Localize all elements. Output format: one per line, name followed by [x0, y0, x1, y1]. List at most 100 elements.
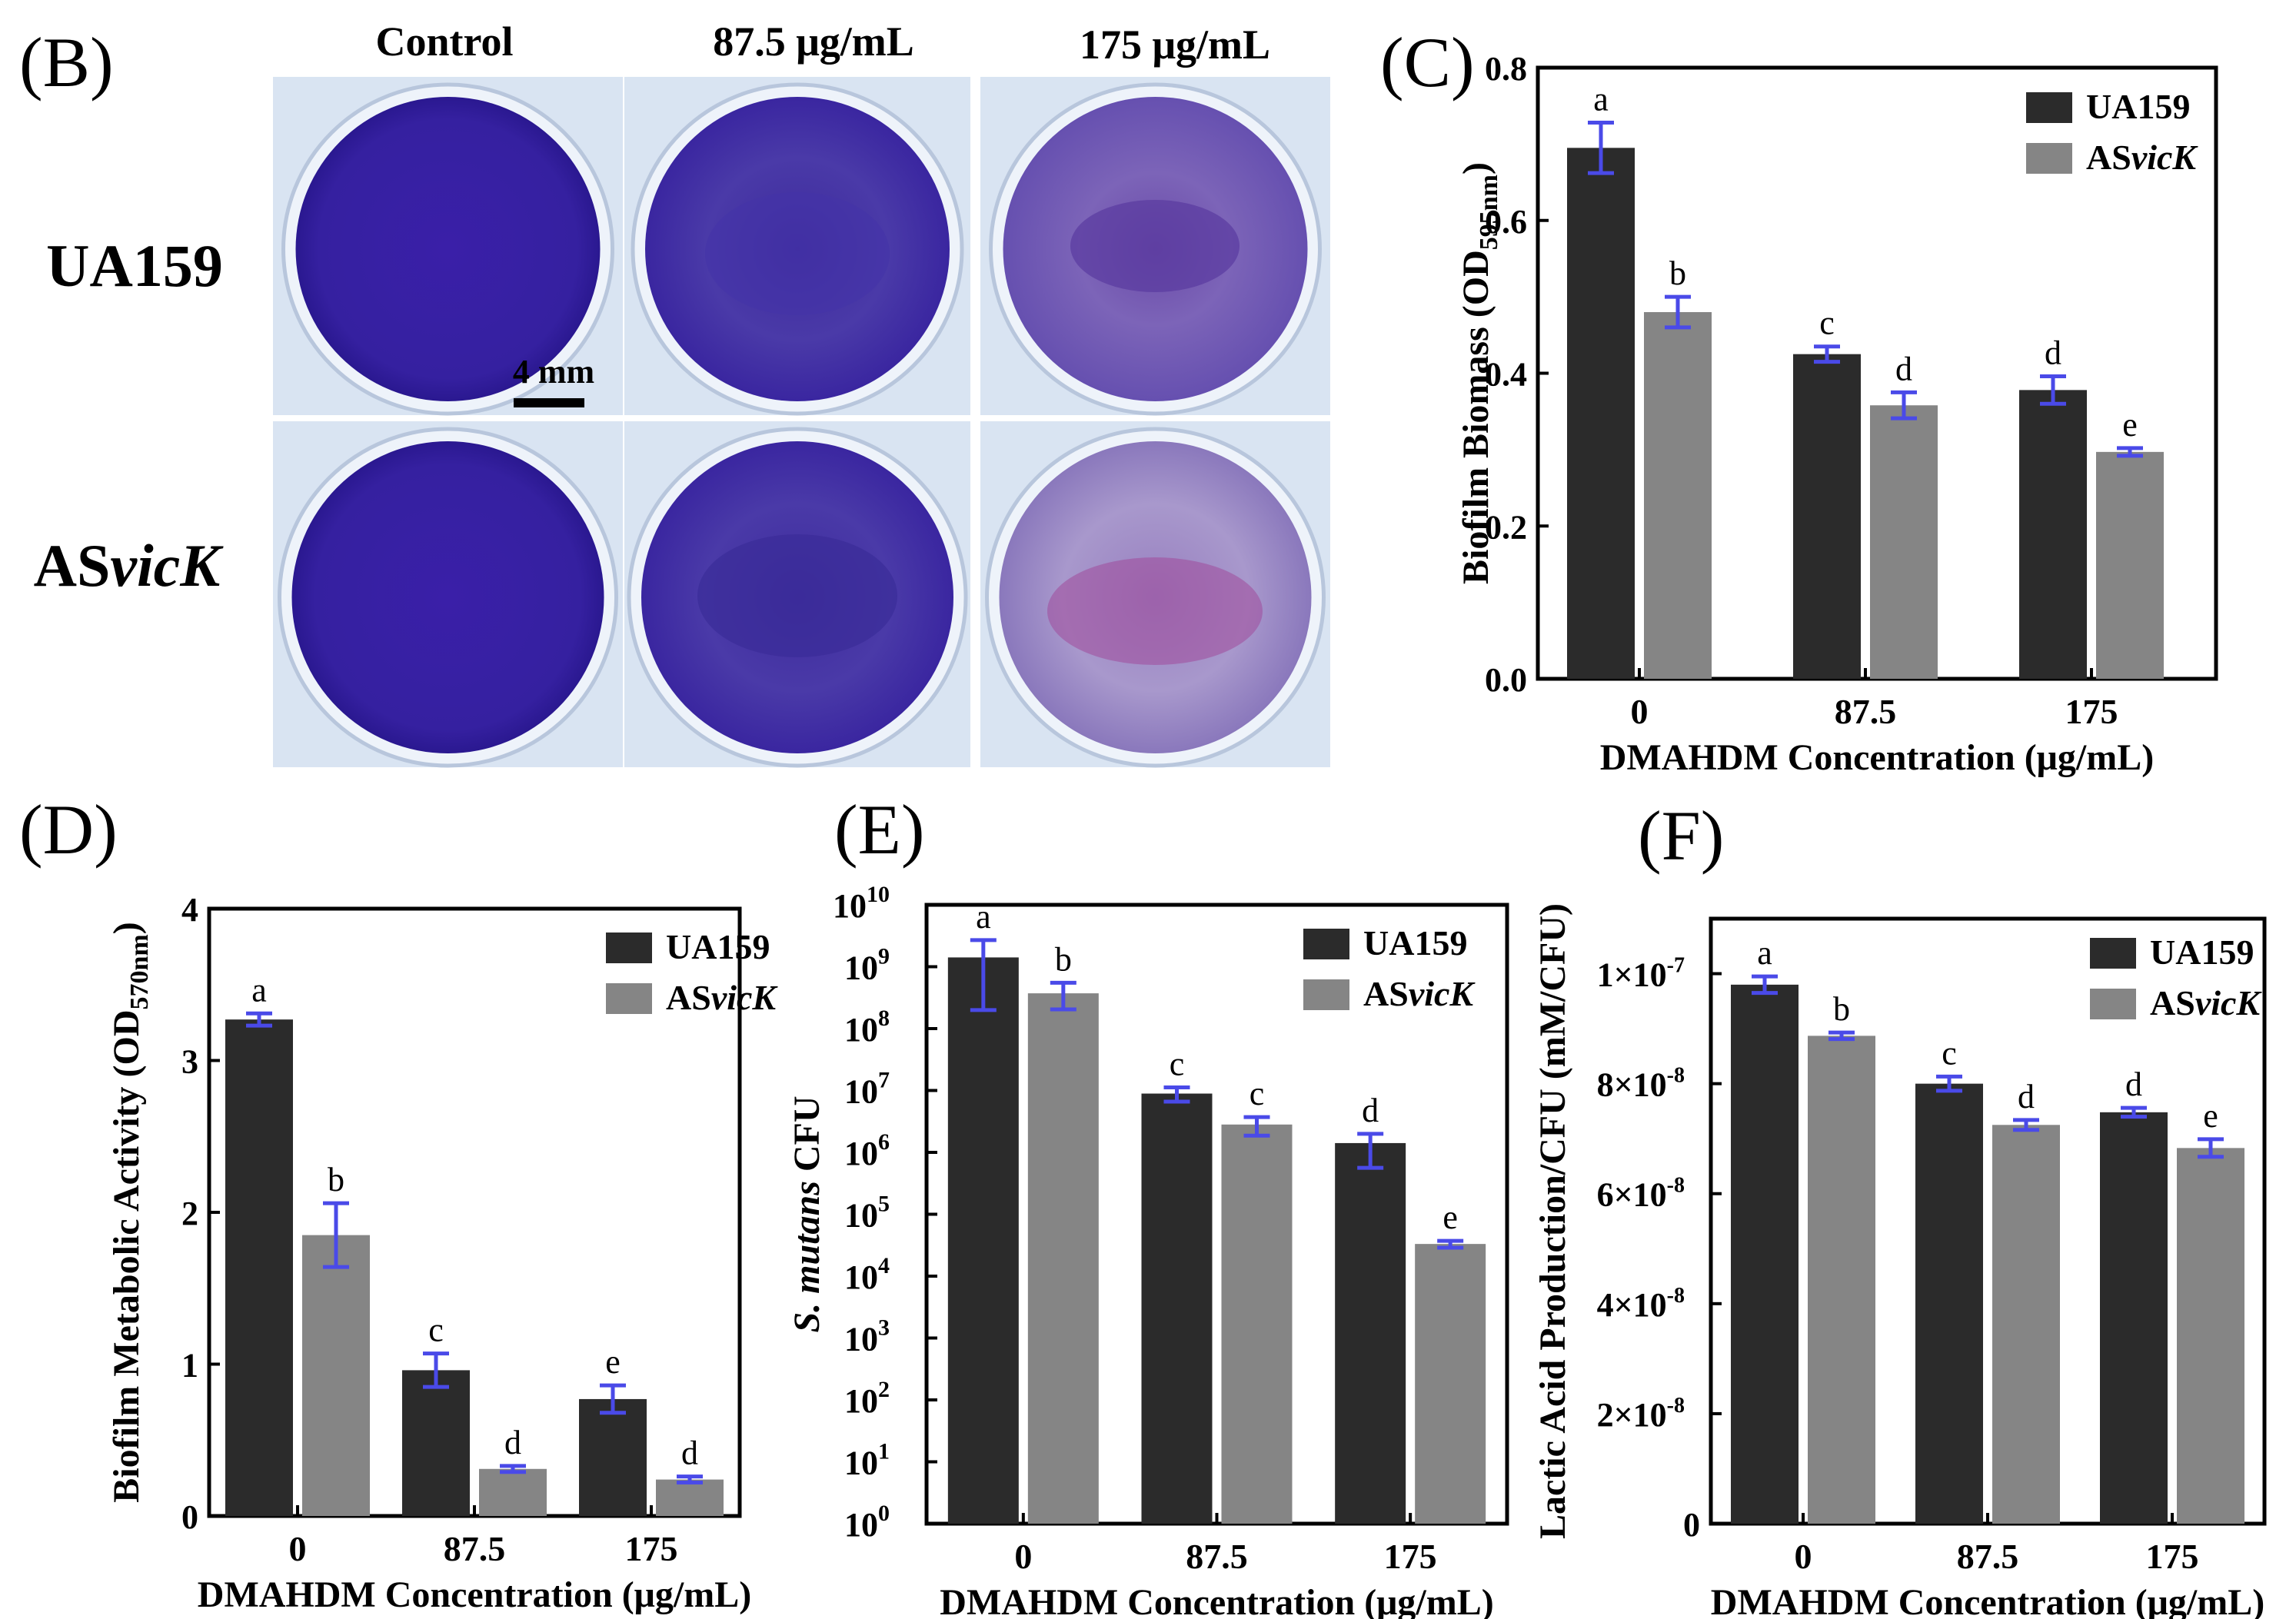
x-tick-label: 0: [1795, 1537, 1812, 1576]
panel-label: (E): [834, 790, 924, 869]
legend-label-asvick: ASvicK: [2086, 138, 2198, 177]
x-tick-label: 87.5: [1186, 1537, 1248, 1576]
col-header-87-5: 87.5 μg/mL: [713, 18, 914, 65]
chart-panel-f: (F) 0 2×10-8 4×10-8 6×10-8 8×10-8 1×10-7 0 a b 87.…: [1532, 796, 2267, 1619]
significance-letter: b: [1669, 254, 1686, 292]
significance-letter: a: [1757, 934, 1772, 972]
x-tick-label: 87.5: [1835, 692, 1897, 731]
y-tick-label: 0.6: [1485, 203, 1527, 241]
well-center-patch: [697, 534, 897, 657]
row-label-ua159: UA159: [46, 232, 223, 299]
y-tick-label: 102: [844, 1377, 890, 1420]
bar-ua159-175: [579, 1398, 647, 1516]
significance-letter: d: [2018, 1078, 2035, 1115]
significance-letter: c: [1170, 1045, 1185, 1082]
bar-asvick-87.5: [1992, 1125, 2060, 1524]
legend-label-ua159: UA159: [2150, 933, 2254, 972]
bar-asvick-87.5: [479, 1468, 547, 1516]
significance-letter: b: [328, 1161, 344, 1198]
scale-bar: [514, 398, 584, 407]
y-tick-label: 6×10-8: [1597, 1174, 1685, 1214]
bar-ua159-87.5: [1141, 1093, 1213, 1524]
legend-label-asvick: ASvicK: [1363, 974, 1476, 1013]
bar-ua159-87.5: [1793, 354, 1861, 679]
legend-label-asvick: ASvicK: [666, 978, 778, 1017]
y-axis-label: Biofilm Biomass (OD595nm): [1456, 162, 1503, 584]
y-tick-label: 4×10-8: [1597, 1284, 1685, 1324]
bar-asvick-175: [1415, 1244, 1486, 1524]
y-tick-label: 3: [181, 1043, 198, 1081]
y-tick-label: 4: [181, 891, 198, 929]
bar-asvick-0: [1644, 312, 1712, 679]
y-tick-label: 109: [844, 944, 890, 987]
legend-swatch-ua159: [1303, 929, 1349, 959]
well-center-patch: [1047, 557, 1263, 665]
bar-ua159-175: [2100, 1112, 2168, 1524]
bar-asvick-175: [2096, 451, 2164, 679]
bar-ua159-175: [1335, 1142, 1406, 1524]
x-tick-label: 0: [289, 1529, 307, 1568]
bar-asvick-175: [2177, 1148, 2244, 1524]
significance-letter: b: [1833, 990, 1850, 1028]
well-ua159-control: [295, 97, 601, 401]
y-axis-label: Biofilm Metabolic Activity (OD570nm): [106, 922, 154, 1502]
significance-letter: c: [1942, 1034, 1957, 1072]
significance-letter: c: [428, 1311, 444, 1349]
bar-ua159-175: [2019, 390, 2087, 679]
significance-letter: e: [605, 1343, 621, 1381]
panel-label: (C): [1380, 23, 1475, 101]
chart-panel-d: (D) 0 1 2 3 4 0 a b 87.5 c d 175 e d DMAHDM Concentrati…: [19, 790, 778, 1615]
x-axis-label: DMAHDM Concentration (μg/mL): [1711, 1582, 2264, 1619]
bar-ua159-87.5: [1915, 1083, 1983, 1524]
bar-ua159-0: [225, 1019, 293, 1516]
y-tick-label: 103: [844, 1315, 890, 1358]
y-tick-label: 108: [844, 1006, 890, 1049]
bar-ua159-0: [947, 957, 1019, 1524]
y-tick-label: 104: [844, 1253, 890, 1296]
bar-asvick-87.5: [1870, 405, 1938, 679]
photo-panel-b: (B) Control 87.5 μg/mL 175 μg/mL UA159 A…: [19, 18, 1330, 768]
bar-ua159-0: [1567, 148, 1635, 679]
bar-ua159-87.5: [402, 1370, 470, 1516]
legend-label-ua159: UA159: [666, 927, 770, 966]
x-axis-label: DMAHDM Concentration (μg/mL): [1600, 737, 2154, 778]
x-tick-label: 87.5: [444, 1529, 506, 1568]
x-tick-label: 175: [1384, 1537, 1437, 1576]
chart-panel-e: (E) 100 101 102 103 104 105 106 107 108 109 1010 0 a b…: [787, 790, 1509, 1619]
well-center-patch: [705, 192, 890, 315]
legend-swatch-ua159: [2090, 938, 2136, 969]
bar-asvick-87.5: [1221, 1124, 1293, 1524]
bar-asvick-0: [1027, 993, 1099, 1524]
y-tick-label: 0: [181, 1498, 198, 1536]
panel-label-b: (B): [19, 23, 114, 101]
significance-letter: e: [1442, 1198, 1458, 1236]
legend-swatch-asvick: [2090, 989, 2136, 1019]
significance-letter: a: [1593, 81, 1609, 118]
y-axis-label: Lactic Acid Production/CFU (mM/CFU): [1532, 903, 1573, 1539]
significance-letter: e: [2203, 1097, 2218, 1135]
y-tick-label: 105: [844, 1192, 890, 1235]
panel-label: (F): [1638, 796, 1724, 875]
legend-swatch-ua159: [2026, 92, 2072, 123]
significance-letter: e: [2122, 406, 2138, 444]
y-tick-label: 101: [844, 1439, 890, 1482]
x-tick-label: 0: [1631, 692, 1649, 731]
legend-label-ua159: UA159: [2086, 87, 2190, 126]
legend-swatch-ua159: [606, 933, 652, 963]
y-tick-label: 2×10-8: [1597, 1394, 1685, 1434]
x-tick-label: 175: [625, 1529, 678, 1568]
chart-panel-c: (C) 0.0 0.2 0.4 0.6 0.8 0 a b 87.5 c d 175 d e DMAHDM C…: [1380, 23, 2218, 778]
legend-swatch-asvick: [1303, 979, 1349, 1010]
bar-asvick-175: [656, 1479, 724, 1516]
y-tick-label: 0.0: [1485, 661, 1527, 699]
y-tick-label: 100: [844, 1501, 890, 1544]
bar-asvick-0: [302, 1235, 370, 1516]
legend-label-ua159: UA159: [1363, 923, 1467, 962]
x-tick-label: 175: [2065, 692, 2118, 731]
row-label-asvick: ASvicK: [34, 532, 225, 599]
significance-letter: d: [1362, 1092, 1379, 1129]
well-asvick-control: [291, 441, 604, 753]
x-tick-label: 175: [2146, 1537, 2199, 1576]
significance-letter: a: [251, 971, 267, 1009]
